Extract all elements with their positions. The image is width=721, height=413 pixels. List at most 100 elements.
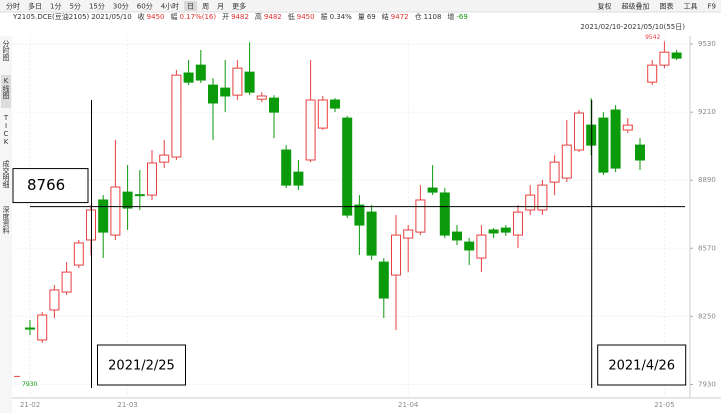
tool-tab[interactable]: 复权: [598, 2, 612, 11]
candle-body: [37, 314, 48, 341]
sidebar-tab[interactable]: 分时图: [2, 39, 10, 62]
info-value: 2021/05/10: [91, 13, 131, 21]
candle-body: [671, 52, 682, 59]
info-label: 高: [255, 12, 262, 21]
candle-body: [622, 124, 633, 131]
sidebar-active: [1, 75, 11, 108]
sidebar-tab[interactable]: K线图: [2, 77, 10, 100]
info-label: 幅: [170, 12, 177, 21]
info-value: 9482: [231, 13, 249, 21]
candle-body: [195, 64, 206, 81]
info-label: 仓: [415, 12, 422, 21]
candle-body: [73, 242, 84, 266]
y-tick-label: 8250: [698, 312, 716, 320]
candle-body: [110, 186, 121, 236]
x-tick-label: 21-02: [20, 401, 40, 409]
tab[interactable]: 日: [187, 3, 194, 11]
candle-body: [415, 199, 426, 233]
candle-body: [171, 74, 182, 158]
candle-body: [244, 71, 255, 93]
candle-body: [549, 161, 560, 183]
tool-tab[interactable]: 超级叠加: [622, 2, 650, 11]
price-label: 8766: [27, 176, 65, 194]
info-label: 结: [382, 12, 389, 21]
candle-body: [232, 67, 243, 96]
sidebar-tab[interactable]: 深度资料: [2, 205, 10, 235]
price-box: [12, 168, 89, 204]
toolbar-bg: [0, 0, 721, 12]
info-value: 1108: [424, 13, 442, 21]
sidebar-tab[interactable]: 成交明细: [2, 159, 10, 189]
candle-body: [317, 99, 328, 129]
candle-body: [476, 234, 487, 259]
candle-body: [464, 241, 475, 251]
y-tick-label: 8890: [698, 176, 716, 184]
candle-body: [513, 211, 523, 236]
candle-body: [488, 229, 499, 234]
candle-body: [134, 194, 145, 197]
candle-body: [61, 271, 72, 293]
candle-body: [574, 112, 584, 151]
max-label: 9542: [645, 34, 660, 41]
info-label: 增: [447, 12, 454, 21]
candle-body: [330, 99, 340, 109]
tab[interactable]: 更多: [232, 2, 246, 11]
sidebar-tab[interactable]: TICK: [2, 114, 10, 146]
candle-body: [354, 204, 365, 226]
tool-tab[interactable]: F9: [708, 3, 716, 11]
info-value: 69: [367, 13, 376, 21]
tab[interactable]: 周: [202, 3, 209, 11]
y-tick-label: 9210: [698, 108, 716, 116]
tab[interactable]: 60分: [137, 2, 153, 11]
y-tick-label: 8570: [698, 244, 716, 252]
candle-body: [452, 231, 462, 241]
info-label: 收: [138, 12, 145, 21]
date-label: 2021/4/26: [608, 359, 675, 374]
x-tick-label: 21-05: [654, 401, 674, 409]
candle-body: [537, 184, 548, 211]
tab[interactable]: 1分: [50, 2, 61, 11]
tool-tab[interactable]: 工具: [684, 3, 698, 11]
candle-body: [561, 144, 572, 179]
candle-body: [305, 99, 316, 161]
info-value: -69: [456, 13, 467, 21]
tab[interactable]: 15分: [89, 2, 105, 11]
candle-body: [610, 109, 621, 169]
candle-body: [122, 191, 133, 209]
candle-body: [500, 227, 511, 233]
candle-body: [293, 171, 304, 186]
tab[interactable]: 月: [217, 3, 224, 11]
candle-body: [439, 192, 450, 236]
tab[interactable]: 分时: [6, 2, 20, 11]
candle-body: [98, 199, 109, 233]
candle-body: [427, 187, 438, 193]
tab[interactable]: 多日: [28, 2, 42, 11]
candle-body: [49, 289, 60, 311]
info-value: 9450: [147, 13, 165, 21]
candle-body: [147, 162, 157, 196]
candle-body: [281, 149, 292, 186]
tab[interactable]: 5分: [69, 2, 80, 11]
tab-bg: [184, 1, 198, 11]
tool-tab[interactable]: 图表: [660, 2, 674, 11]
info-label: 量: [358, 13, 365, 21]
candle-body: [183, 72, 194, 83]
tab[interactable]: 4小时: [161, 2, 179, 11]
candle-body: [391, 234, 401, 276]
info-label: 开: [222, 13, 229, 21]
y-tick-label: 7930: [698, 380, 716, 388]
x-tick-label: 21-03: [117, 401, 137, 409]
candle-body: [208, 84, 218, 104]
info-value: 9482: [264, 13, 282, 21]
candle-body: [25, 327, 35, 330]
candle-body: [269, 97, 279, 113]
date-box: [97, 344, 186, 386]
candle-body: [525, 194, 536, 211]
tab[interactable]: 30分: [113, 2, 129, 11]
candle-body: [378, 261, 389, 299]
date-label: 2021/2/25: [108, 359, 175, 374]
min-label: 7930: [22, 381, 37, 388]
candle-body: [647, 64, 658, 83]
x-tick-label: 21-04: [398, 401, 419, 409]
